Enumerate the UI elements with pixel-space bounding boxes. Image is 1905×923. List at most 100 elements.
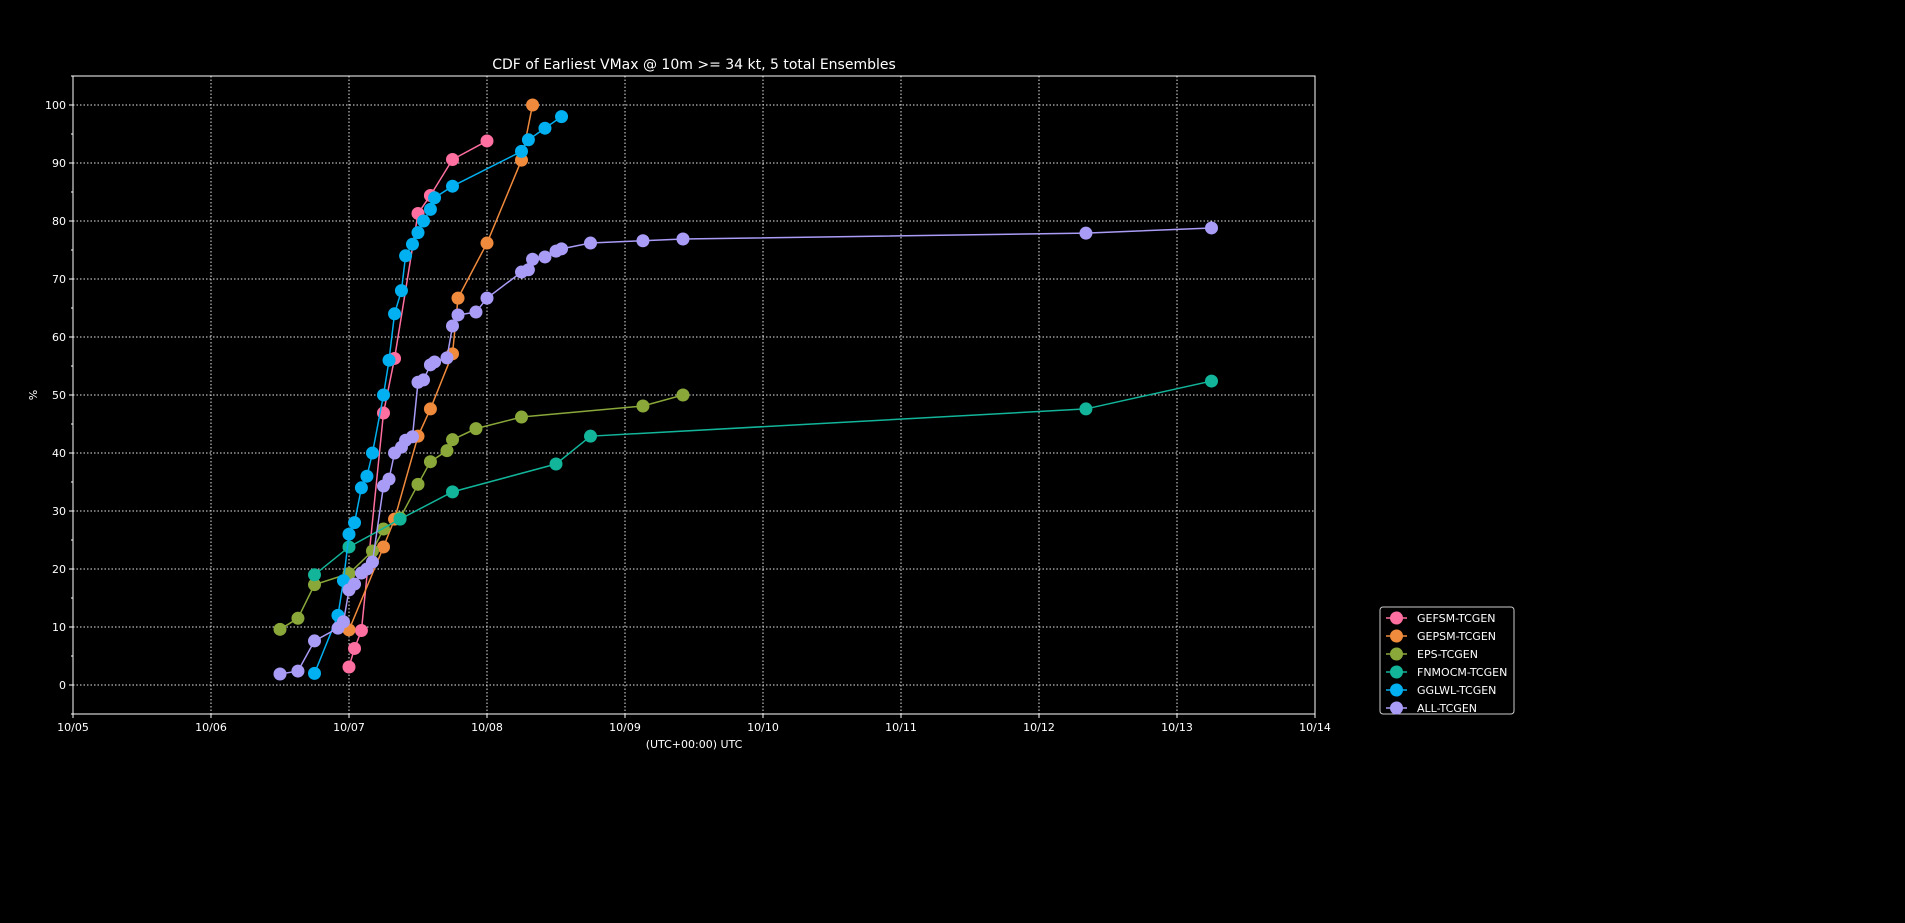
data-point	[308, 578, 321, 592]
data-point	[480, 134, 494, 148]
data-point	[336, 615, 350, 629]
data-point	[440, 444, 454, 458]
legend-marker	[1390, 629, 1403, 643]
data-point	[342, 540, 356, 554]
data-point	[360, 469, 374, 483]
x-tick-label: 10/12	[1023, 721, 1055, 734]
series-eps-tcgen	[273, 388, 690, 636]
data-point	[348, 577, 362, 591]
data-point	[405, 430, 419, 444]
data-point	[515, 410, 528, 424]
series-fnmocm-tcgen	[308, 374, 1218, 582]
y-tick-label: 10	[52, 621, 66, 634]
data-point	[440, 351, 454, 365]
data-point	[469, 305, 483, 319]
data-point	[354, 481, 368, 495]
data-point	[348, 641, 362, 655]
data-point	[365, 544, 379, 558]
data-point	[480, 236, 494, 250]
data-point	[521, 133, 535, 147]
data-point	[1079, 402, 1093, 416]
legend-label: ALL-TCGEN	[1417, 702, 1477, 715]
data-point	[521, 263, 535, 277]
y-tick-label: 90	[52, 157, 66, 170]
y-tick-label: 20	[52, 563, 66, 576]
data-point	[469, 422, 483, 436]
y-tick-label: 80	[52, 215, 66, 228]
data-point	[451, 291, 465, 305]
data-point	[446, 153, 459, 167]
legend-marker	[1390, 665, 1403, 679]
x-tick-label: 10/06	[195, 721, 227, 734]
data-point	[354, 623, 368, 637]
data-point	[308, 568, 321, 582]
data-point	[428, 355, 442, 369]
data-point	[549, 457, 563, 471]
data-point	[342, 527, 356, 541]
data-point	[377, 540, 390, 554]
legend-label: GGLWL-TCGEN	[1417, 684, 1496, 697]
data-point	[555, 110, 569, 124]
data-point	[480, 291, 494, 305]
data-point	[676, 232, 690, 246]
data-point	[636, 399, 650, 413]
plot-frame	[72, 75, 1316, 715]
x-tick-label: 10/13	[1161, 721, 1193, 734]
y-tick-label: 100	[45, 99, 66, 112]
data-point	[308, 666, 321, 680]
y-axis-label: %	[27, 390, 40, 400]
x-tick-label: 10/09	[609, 721, 641, 734]
data-point	[342, 660, 356, 674]
data-point	[273, 667, 287, 681]
data-point	[423, 202, 437, 216]
data-point	[382, 472, 396, 486]
y-tick-label: 70	[52, 273, 66, 286]
data-point	[291, 611, 305, 625]
data-point	[555, 242, 569, 256]
y-tick-label: 30	[52, 505, 66, 518]
x-axis-label: (UTC+00:00) UTC	[646, 738, 743, 751]
data-point	[538, 121, 552, 135]
series-line	[348, 104, 534, 631]
axis-ticks: 10/05 10/06 10/07 10/08 10/09 10/10 10/11 10/12…	[45, 75, 1331, 734]
data-point	[584, 429, 597, 443]
data-point	[446, 179, 459, 193]
data-point	[423, 402, 437, 416]
data-point	[526, 252, 540, 266]
data-point	[446, 433, 459, 447]
legend-marker	[1390, 701, 1403, 715]
x-tick-label: 10/08	[471, 721, 503, 734]
series-all-tcgen	[273, 221, 1218, 681]
data-point	[1205, 221, 1218, 235]
x-tick-label: 10/07	[333, 721, 365, 734]
x-tick-label: 10/14	[1299, 721, 1331, 734]
legend-marker	[1390, 611, 1403, 625]
y-tick-label: 60	[52, 331, 66, 344]
data-point	[428, 191, 442, 205]
data-point	[365, 555, 379, 569]
data-point	[399, 249, 413, 263]
legend-label: GEPSM-TCGEN	[1417, 630, 1496, 643]
chart-title: CDF of Earliest VMax @ 10m >= 34 kt, 5 t…	[492, 57, 896, 73]
data-point	[538, 250, 552, 264]
legend-label: EPS-TCGEN	[1417, 648, 1478, 661]
data-point	[417, 373, 431, 387]
data-point	[526, 98, 540, 112]
data-point	[451, 308, 465, 322]
data-point	[411, 226, 425, 240]
data-point	[405, 237, 419, 251]
data-point	[382, 353, 396, 367]
data-point	[446, 319, 459, 333]
data-point	[584, 236, 597, 250]
data-point	[411, 477, 425, 491]
data-point	[348, 516, 362, 530]
data-point	[365, 446, 379, 460]
data-point	[1205, 374, 1218, 388]
x-tick-label: 10/11	[885, 721, 917, 734]
series-gglwl-tcgen	[308, 110, 569, 680]
legend: GEFSM-TCGEN GEPSM-TCGEN EPS-TCGEN FNMOCM-TC…	[1379, 606, 1515, 715]
legend-marker	[1390, 647, 1403, 661]
data-point	[446, 485, 459, 499]
data-point	[377, 388, 390, 402]
